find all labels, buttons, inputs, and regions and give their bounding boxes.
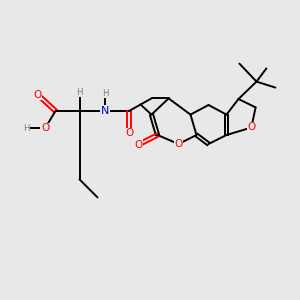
Text: H: H [23,124,30,133]
Text: O: O [41,123,49,134]
Text: O: O [134,140,143,150]
Text: O: O [174,139,183,149]
Text: N: N [101,106,109,116]
Text: O: O [33,89,42,100]
Text: H: H [76,88,83,97]
Text: O: O [125,128,133,139]
Text: O: O [247,122,256,133]
Text: H: H [102,88,108,98]
